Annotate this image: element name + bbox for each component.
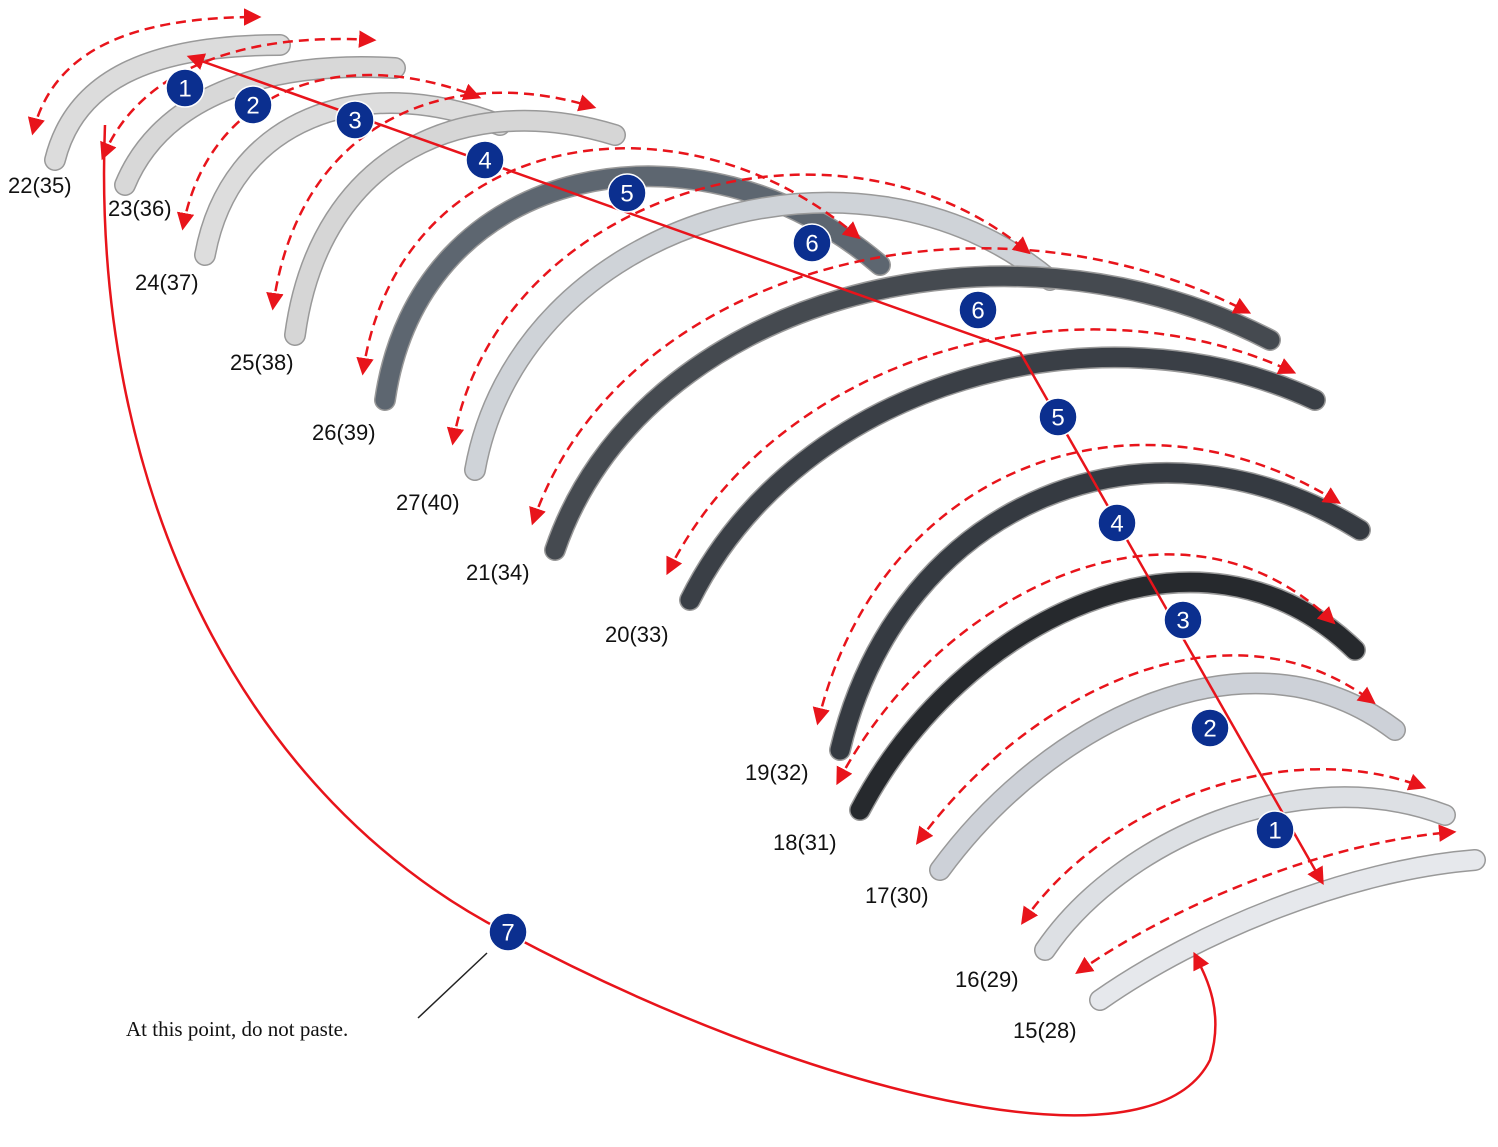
step-number: 7 [501, 920, 514, 947]
step-badge [488, 912, 528, 952]
piece-label: 26(39) [312, 420, 376, 445]
note-leader [417, 952, 488, 1019]
dashed-arrow [529, 247, 1252, 526]
step-number: 4 [1110, 511, 1123, 538]
step-badge [1255, 810, 1295, 850]
step-number: 1 [1268, 818, 1281, 845]
step-number: 2 [1203, 716, 1216, 743]
step-badge [233, 85, 273, 125]
step-badge [607, 173, 647, 213]
step-number: 4 [478, 148, 491, 175]
step-number: 6 [805, 231, 818, 258]
step-number: 1 [178, 76, 191, 103]
step-number: 3 [1176, 608, 1189, 635]
dashed-arrow [1075, 824, 1457, 975]
step-badge [1163, 600, 1203, 640]
dashed-arrow [915, 654, 1376, 845]
step-badge [335, 100, 375, 140]
dashed-arrow [666, 328, 1297, 576]
step-badge [1097, 503, 1137, 543]
piece-label: 27(40) [396, 490, 460, 515]
piece-outline [544, 265, 1281, 561]
dashed-arrow [836, 553, 1336, 786]
dashed-arrow [1021, 767, 1427, 925]
piece [850, 573, 1365, 820]
piece [1090, 850, 1485, 1010]
piece-label: 17(30) [865, 883, 929, 908]
piece-label: 24(37) [135, 270, 199, 295]
piece-label: 22(35) [8, 173, 72, 198]
piece-label: 25(38) [230, 350, 294, 375]
upper-chain-arrow [186, 53, 1021, 354]
step-number: 6 [971, 298, 984, 325]
step-number: 5 [620, 181, 633, 208]
final-step-arrow [102, 124, 1217, 1117]
dashed-arrow [446, 173, 1031, 446]
step-badge [465, 140, 505, 180]
piece-label: 18(31) [773, 830, 837, 855]
piece-label: 19(32) [745, 760, 809, 785]
note: At this point, do not paste. [126, 1017, 348, 1041]
piece-label: 20(33) [605, 622, 669, 647]
step-badge [958, 290, 998, 330]
step-badge [1190, 708, 1230, 748]
step-number: 2 [246, 93, 259, 120]
piece-label: 15(28) [1013, 1018, 1077, 1043]
piece-outline [1089, 849, 1486, 1011]
piece-label: 21(34) [466, 560, 530, 585]
piece-label: 16(29) [955, 967, 1019, 992]
step-badge [1038, 397, 1078, 437]
step-badge [165, 68, 205, 108]
step-badge [792, 223, 832, 263]
step-number: 5 [1051, 405, 1064, 432]
dashed-arrow [356, 147, 861, 376]
step-number: 3 [348, 108, 361, 135]
piece-label: 23(36) [108, 196, 172, 221]
dashed-arrow [266, 91, 597, 311]
piece [545, 266, 1280, 560]
dashed-arrow [100, 30, 377, 161]
